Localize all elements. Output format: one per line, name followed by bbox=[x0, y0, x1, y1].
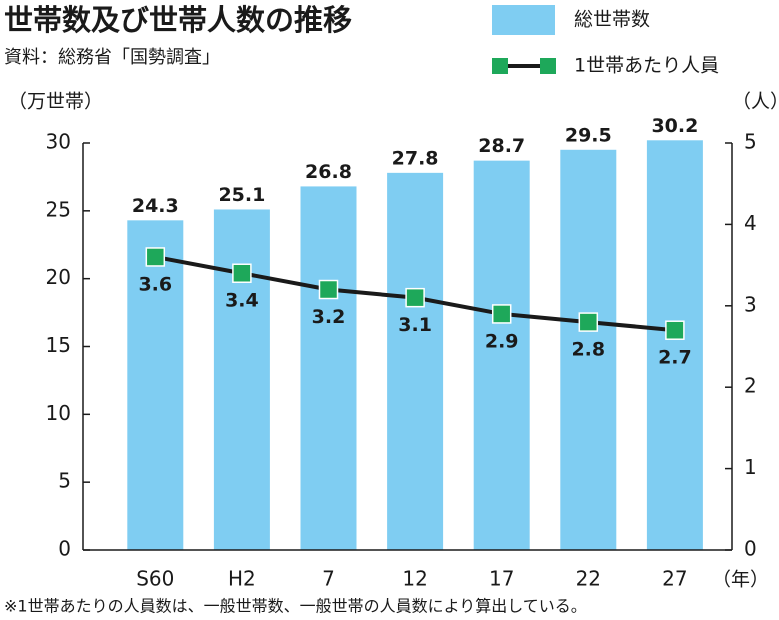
line-value-label: 2.8 bbox=[571, 339, 605, 361]
y-axis-label: （万世帯） bbox=[8, 91, 103, 113]
y-tick-label: 20 bbox=[46, 265, 71, 289]
chart-title: 世帯数及び世帯人数の推移 bbox=[4, 3, 352, 37]
line-marker bbox=[578, 312, 599, 332]
bar bbox=[560, 149, 617, 551]
bar bbox=[473, 160, 530, 551]
line-value-label: 3.1 bbox=[398, 314, 432, 336]
line-value-label: 3.2 bbox=[312, 306, 346, 328]
bar-value-label: 30.2 bbox=[651, 115, 698, 137]
y2-tick-label: 5 bbox=[744, 130, 757, 154]
x-tick-label: 27 bbox=[662, 567, 687, 591]
line-marker bbox=[491, 304, 512, 324]
y2-tick-label: 2 bbox=[744, 374, 757, 398]
line-value-label: 3.4 bbox=[225, 290, 259, 312]
line-marker bbox=[405, 287, 425, 308]
y-tick-label: 10 bbox=[46, 401, 71, 425]
bar bbox=[646, 140, 703, 550]
bar-value-label: 26.8 bbox=[305, 161, 352, 183]
line-value-label: 2.7 bbox=[658, 347, 692, 369]
y-tick-label: 15 bbox=[46, 333, 71, 357]
bar bbox=[387, 172, 444, 550]
note: ※1世帯あたりの人員数は、一般世帯数、一般世帯の人員数により算出している。 bbox=[4, 597, 587, 616]
bar-value-label: 24.3 bbox=[132, 195, 179, 217]
y-tick-label: 0 bbox=[58, 537, 71, 561]
x-tick-label: H2 bbox=[228, 567, 256, 591]
legend-label: 総世帯数 bbox=[574, 9, 650, 31]
x-tick-label: 17 bbox=[489, 567, 514, 591]
legend-swatch bbox=[492, 58, 508, 74]
bar-value-label: 27.8 bbox=[392, 147, 439, 169]
y2-tick-label: 3 bbox=[744, 292, 757, 316]
x-axis-label: （年） bbox=[712, 569, 769, 591]
line-marker bbox=[145, 247, 166, 267]
legend-swatch bbox=[540, 58, 556, 74]
bar-value-label: 29.5 bbox=[565, 124, 612, 146]
line-value-label: 3.6 bbox=[138, 273, 172, 295]
y-tick-label: 25 bbox=[46, 197, 71, 221]
y-tick-label: 5 bbox=[58, 469, 71, 493]
bar bbox=[213, 209, 270, 550]
legend-swatch bbox=[492, 5, 555, 35]
bar bbox=[127, 220, 184, 550]
bar bbox=[300, 186, 357, 550]
bar-value-label: 28.7 bbox=[478, 135, 525, 157]
x-tick-label: 22 bbox=[576, 567, 601, 591]
legend-label: 1世帯あたり人員 bbox=[574, 55, 719, 77]
bar-value-label: 25.1 bbox=[218, 184, 265, 206]
y2-tick-label: 0 bbox=[744, 537, 757, 561]
y2-axis-label: （人） bbox=[732, 91, 779, 113]
y2-tick-label: 4 bbox=[744, 211, 757, 235]
x-tick-label: S60 bbox=[136, 567, 174, 591]
x-tick-label: 12 bbox=[402, 567, 427, 591]
y-tick-label: 30 bbox=[46, 130, 71, 154]
x-tick-label: 7 bbox=[322, 567, 335, 591]
y2-tick-label: 1 bbox=[744, 455, 757, 479]
line-marker bbox=[665, 320, 685, 340]
line-marker bbox=[232, 263, 252, 283]
line-marker bbox=[318, 279, 339, 300]
line-value-label: 2.9 bbox=[485, 330, 519, 352]
chart-subtitle: 資料：総務省「国勢調査」 bbox=[4, 47, 220, 68]
